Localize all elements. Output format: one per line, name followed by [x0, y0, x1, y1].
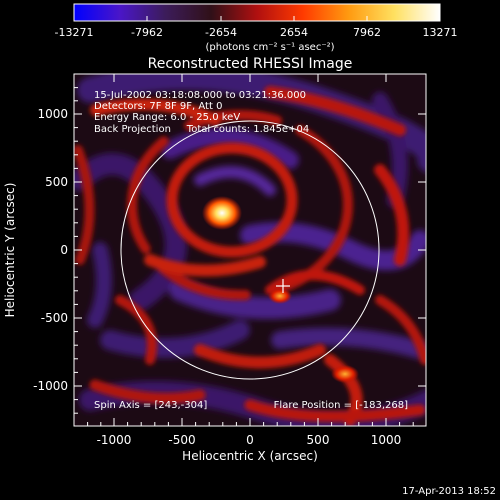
info-method-counts: Back Projection Total counts: 1.845e+04 [94, 124, 309, 135]
x-tick-label: -1000 [97, 433, 132, 447]
info-time-range: 15-Jul-2002 03:18:08.000 to 03:21:36.000 [94, 90, 306, 101]
flare-source-primary [202, 196, 242, 230]
x-tick-label: 1000 [371, 433, 402, 447]
y-tick-label: 1000 [37, 107, 68, 121]
plot-title: Reconstructed RHESSI Image [148, 56, 353, 72]
y-tick-label: 500 [45, 175, 68, 189]
colorbar-tick-label: -2654 [205, 26, 237, 39]
info-detectors: Detectors: 7F 8F 9F, Att 0 [94, 101, 222, 112]
colorbar-tick-label: 13271 [423, 26, 458, 39]
spin-axis-label: Spin Axis = [243,-304] [94, 400, 207, 411]
colorbar-strip [73, 3, 441, 22]
y-tick-label: -500 [41, 311, 68, 325]
colorbar-tick-label: 7962 [353, 26, 381, 39]
rhessi-image [74, 74, 426, 426]
colorbar-tick-label: -7962 [131, 26, 163, 39]
solar-limb-circle [120, 120, 380, 380]
info-energy-range: Energy Range: 6.0 - 25.0 keV [94, 112, 240, 123]
plot-timestamp: 17-Apr-2013 18:52 [402, 486, 496, 497]
axis-ticks [74, 74, 426, 426]
y-tick-label: -1000 [33, 379, 68, 393]
x-tick-label: 500 [307, 433, 330, 447]
y-tick-label: 0 [60, 243, 68, 257]
colorbar: -13271 -7962 -2654 2654 7962 13271 (phot… [55, 3, 458, 53]
x-tick-label: 0 [246, 433, 254, 447]
flare-position-label: Flare Position = [-183,268] [274, 400, 408, 411]
x-tick-label: -500 [168, 433, 195, 447]
colorbar-tick-label: -13271 [55, 26, 94, 39]
spin-axis-marker-icon [276, 279, 290, 293]
flare-source-secondary [268, 288, 292, 304]
colorbar-tick-label: 2654 [280, 26, 308, 39]
flare-source-tertiary [331, 365, 359, 383]
y-axis-label: Heliocentric Y (arcsec) [3, 183, 17, 318]
colorbar-ticks [73, 16, 441, 21]
colorbar-unit-label: (photons cm⁻² s⁻¹ asec⁻²) [205, 42, 334, 53]
info-block: 15-Jul-2002 03:18:08.000 to 03:21:36.000… [94, 90, 309, 135]
x-axis-label: Heliocentric X (arcsec) [182, 449, 318, 463]
